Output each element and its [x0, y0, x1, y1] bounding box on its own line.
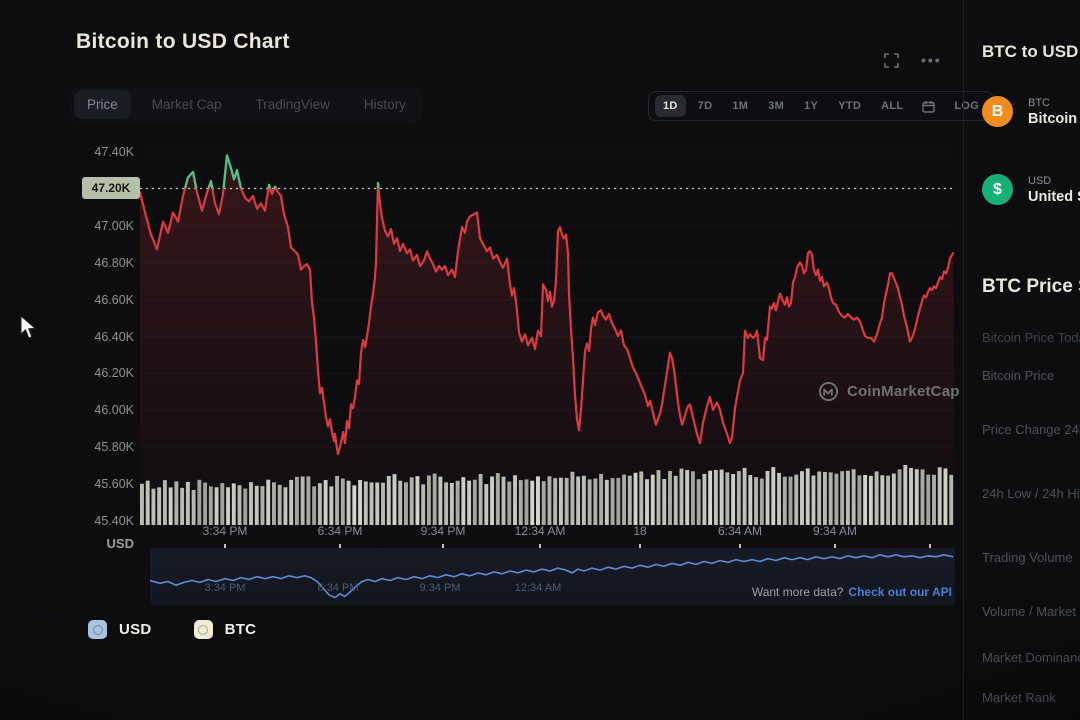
- fullscreen-icon[interactable]: [884, 52, 899, 68]
- x-axis-tick-label: 9:34 AM: [812, 524, 858, 538]
- coinmarketcap-logo-icon: [818, 381, 839, 402]
- x-axis-tick-label: 12:34 AM: [514, 524, 566, 538]
- tab-tradingview[interactable]: TradingView: [243, 90, 343, 119]
- legend-checkbox-usd[interactable]: [88, 620, 107, 639]
- x-axis-tick-label: 6:34 AM: [717, 524, 763, 538]
- stat-row-bitcoin-price-today: Bitcoin Price Today: [982, 330, 1080, 345]
- api-link[interactable]: Check out our API: [848, 585, 952, 599]
- navigator-time-label: 9:34 PM: [419, 582, 461, 594]
- legend-item-btc[interactable]: BTC: [193, 620, 257, 639]
- y-axis-tick-label: 46.40K: [94, 329, 134, 344]
- range-toolbar: 1D 7D 1M 3M 1Y YTD ALL LOG: [648, 91, 995, 121]
- range-button-all[interactable]: ALL: [873, 95, 911, 117]
- y-axis-tick-label: 47.00K: [94, 218, 134, 233]
- timeline-navigator[interactable]: [149, 548, 955, 606]
- range-button-1y[interactable]: 1Y: [796, 95, 826, 117]
- legend-label: USD: [119, 621, 152, 638]
- api-promo-text: Want more data?: [751, 585, 844, 599]
- y-axis-tick-label: 47.40K: [94, 145, 134, 159]
- api-promo: Want more data? Check out our API: [752, 585, 952, 599]
- legend-label: BTC: [224, 621, 257, 638]
- dollar-icon: $: [982, 174, 1013, 205]
- stat-row-trading-volume: Trading Volume: [982, 550, 1073, 565]
- more-options-icon[interactable]: •••: [921, 52, 942, 68]
- y-axis-tick-label: 45.40K: [94, 514, 134, 528]
- range-button-7d[interactable]: 7D: [690, 95, 721, 117]
- mouse-cursor: [20, 315, 37, 339]
- legend-checkbox-btc[interactable]: [193, 620, 213, 639]
- stat-row-24h-low-24h-high: 24h Low / 24h High: [982, 486, 1080, 501]
- current-price-badge: 47.20K: [82, 177, 140, 199]
- stats-title: BTC Price Statistics: [982, 276, 1080, 297]
- coinmarketcap-watermark: CoinMarketCap: [818, 381, 960, 402]
- tab-history[interactable]: History: [351, 90, 419, 119]
- converter-coin-btc[interactable]: B BTC Bitcoin: [982, 96, 1077, 127]
- y-axis-tick-label: 46.00K: [94, 403, 134, 418]
- x-axis-tick-label: 18: [633, 524, 647, 538]
- calendar-icon[interactable]: [915, 96, 942, 117]
- navigator-time-label: 12:34 AM: [514, 582, 562, 594]
- price-chart-plot-area[interactable]: [140, 140, 955, 525]
- y-axis-unit: USD: [106, 536, 134, 551]
- coin-symbol: USD: [1028, 174, 1052, 187]
- coin-name: United States Dollar: [1028, 188, 1080, 205]
- stat-row-market-dominance: Market Dominance: [982, 650, 1080, 665]
- tab-market-cap[interactable]: Market Cap: [139, 90, 235, 119]
- navigator-time-label: 6:34 PM: [317, 582, 359, 594]
- stat-row-bitcoin-price: Bitcoin Price: [982, 368, 1055, 383]
- chart-legend: USD BTC: [88, 620, 256, 639]
- range-button-3m[interactable]: 3M: [760, 95, 792, 117]
- range-button-1d[interactable]: 1D: [655, 95, 686, 117]
- page-title: Bitcoin to USD Chart: [76, 30, 290, 53]
- y-axis-tick-label: 45.60K: [94, 477, 134, 492]
- y-axis-tick-label: 45.80K: [94, 440, 134, 455]
- y-axis-tick-label: 46.60K: [94, 292, 134, 307]
- converter-title: BTC to USD Converter: [982, 42, 1080, 61]
- coin-name: Bitcoin: [1028, 110, 1078, 127]
- stat-row-volume-market-cap: Volume / Market Cap: [982, 604, 1080, 619]
- range-button-1m[interactable]: 1M: [724, 95, 756, 117]
- stat-row-market-rank: Market Rank: [982, 690, 1056, 705]
- x-axis-tick-label: 6:34 PM: [317, 524, 363, 538]
- y-axis-tick-label: 46.80K: [94, 255, 134, 270]
- stat-row-price-change-24h: Price Change 24h: [982, 422, 1080, 437]
- x-axis-tick-label: 3:34 PM: [202, 524, 248, 538]
- navigator-time-label: 3:34 PM: [204, 582, 246, 594]
- y-axis-tick-label: 46.20K: [94, 366, 134, 381]
- coin-symbol: BTC: [1028, 96, 1050, 109]
- coin-text: BTC Bitcoin: [1028, 97, 1077, 127]
- tab-price[interactable]: Price: [74, 90, 131, 119]
- bitcoin-icon: B: [982, 96, 1013, 127]
- chart-tabs: Price Market Cap TradingView History: [70, 87, 423, 122]
- legend-item-usd[interactable]: USD: [88, 620, 152, 639]
- range-button-ytd[interactable]: YTD: [830, 95, 869, 117]
- watermark-label: CoinMarketCap: [847, 383, 960, 400]
- chart-header-icons: •••: [884, 52, 942, 68]
- x-axis-tick-label: 9:34 PM: [420, 524, 466, 538]
- log-scale-button[interactable]: LOG: [946, 95, 987, 117]
